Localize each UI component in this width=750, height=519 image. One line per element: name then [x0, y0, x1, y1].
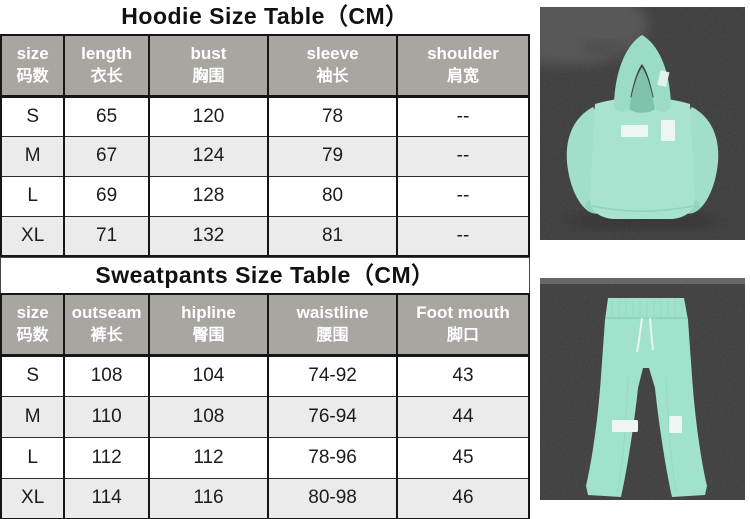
value-cell: 76-94: [267, 395, 398, 438]
column-header-hipline: hipline 臀围: [147, 293, 270, 357]
value-cell: 108: [147, 395, 270, 438]
size-cell: S: [0, 354, 66, 397]
table-row: XL 114 116 80-98 46: [0, 477, 531, 519]
size-cell: XL: [0, 477, 66, 519]
table-row: L 112 112 78-96 45: [0, 436, 531, 479]
value-cell: 108: [63, 354, 150, 397]
column-header-outseam: outseam 裤长: [63, 293, 150, 357]
value-cell: --: [395, 215, 531, 257]
product-photos-panel: [535, 0, 750, 519]
table-row: S 108 104 74-92 43: [0, 354, 531, 397]
value-cell: 132: [147, 215, 270, 257]
sweatpants-size-section: Sweatpants Size Table（CM） size 码数 outseam 裤…: [0, 257, 535, 519]
value-cell: 81: [267, 215, 398, 257]
value-cell: 74-92: [267, 354, 398, 397]
size-cell: S: [0, 95, 66, 137]
column-header-length: length 衣长: [63, 34, 150, 98]
column-header-size: size 码数: [0, 293, 66, 357]
value-cell: 80: [267, 175, 398, 217]
table-row: XL 71 132 81 --: [0, 215, 531, 257]
column-header-sleeve: sleeve 袖长: [267, 34, 398, 98]
value-cell: 114: [63, 477, 150, 519]
value-cell: 110: [63, 395, 150, 438]
hoodie-illustration: [540, 7, 745, 240]
size-cell: L: [0, 175, 66, 217]
hoodie-table-title: Hoodie Size Table（CM）: [0, 0, 530, 34]
table-row: M 110 108 76-94 44: [0, 395, 531, 438]
value-cell: 116: [147, 477, 270, 519]
header-row: size 码数 outseam 裤长 hipline 臀围 waistline 腰围 Foot …: [0, 293, 531, 357]
size-cell: L: [0, 436, 66, 479]
table-row: L 69 128 80 --: [0, 175, 531, 217]
value-cell: 112: [147, 436, 270, 479]
value-cell: 71: [63, 215, 150, 257]
value-cell: --: [395, 95, 531, 137]
size-cell: XL: [0, 215, 66, 257]
value-cell: 67: [63, 135, 150, 177]
value-cell: 79: [267, 135, 398, 177]
size-cell: M: [0, 135, 66, 177]
table-row: M 67 124 79 --: [0, 135, 531, 177]
value-cell: 78: [267, 95, 398, 137]
value-cell: 46: [395, 477, 531, 519]
value-cell: 128: [147, 175, 270, 217]
value-cell: 69: [63, 175, 150, 217]
sweatpants-photo: [540, 278, 745, 500]
table-row: S 65 120 78 --: [0, 95, 531, 137]
value-cell: 78-96: [267, 436, 398, 479]
column-header-waistline: waistline 腰围: [267, 293, 398, 357]
column-header-foot-mouth: Foot mouth 脚口: [395, 293, 531, 357]
value-cell: 43: [395, 354, 531, 397]
value-cell: --: [395, 175, 531, 217]
value-cell: 65: [63, 95, 150, 137]
column-header-shoulder: shoulder 肩宽: [395, 34, 531, 98]
header-row: size 码数 length 衣长 bust 胸围 sleeve 袖长 shoulder 肩宽: [0, 34, 531, 98]
size-tables-panel: Hoodie Size Table（CM） size 码数 length 衣长 bust…: [0, 0, 535, 519]
value-cell: --: [395, 135, 531, 177]
value-cell: 104: [147, 354, 270, 397]
sweatpants-size-table: size 码数 outseam 裤长 hipline 臀围 waistline 腰围 Foot …: [0, 293, 531, 519]
value-cell: 120: [147, 95, 270, 137]
value-cell: 45: [395, 436, 531, 479]
hoodie-photo: [540, 7, 745, 240]
value-cell: 44: [395, 395, 531, 438]
column-header-bust: bust 胸围: [147, 34, 270, 98]
hoodie-size-section: Hoodie Size Table（CM） size 码数 length 衣长 bust…: [0, 0, 535, 257]
hoodie-size-table: size 码数 length 衣长 bust 胸围 sleeve 袖长 shoulder 肩宽 S 6…: [0, 34, 531, 257]
sweatpants-table-title: Sweatpants Size Table（CM）: [0, 257, 530, 293]
sweatpants-illustration: [540, 278, 745, 500]
value-cell: 80-98: [267, 477, 398, 519]
value-cell: 112: [63, 436, 150, 479]
value-cell: 124: [147, 135, 270, 177]
size-cell: M: [0, 395, 66, 438]
column-header-size: size 码数: [0, 34, 66, 98]
